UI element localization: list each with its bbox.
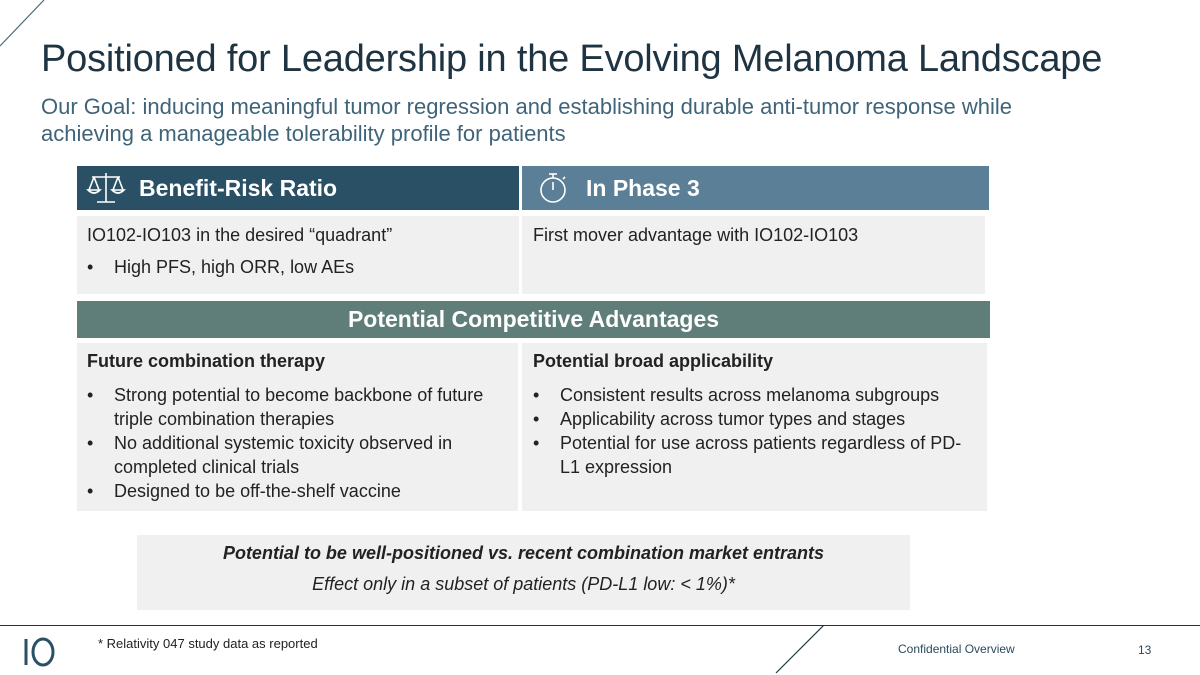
list-item: Potential for use across patients regard… <box>533 431 976 479</box>
page-subtitle: Our Goal: inducing meaningful tumor regr… <box>41 94 1012 146</box>
positioning-note-detail: Effect only in a subset of patients (PD-… <box>312 574 735 594</box>
broad-applicability-title: Potential broad applicability <box>533 351 774 371</box>
corner-decoration <box>0 0 45 47</box>
benefit-risk-panel: IO102-IO103 in the desired “quadrant” Hi… <box>77 216 519 294</box>
footer-divider <box>0 625 1200 626</box>
list-item: Strong potential to become backbone of f… <box>87 383 508 431</box>
stopwatch-icon <box>532 171 574 205</box>
phase3-heading: In Phase 3 <box>586 174 700 201</box>
positioning-note-panel: Potential to be well-positioned vs. rece… <box>137 535 910 610</box>
list-item: High PFS, high ORR, low AEs <box>87 255 509 279</box>
phase3-line: First mover advantage with IO102-IO103 <box>533 225 859 245</box>
broad-applicability-panel: Potential broad applicability Consistent… <box>522 343 987 511</box>
page-number: 13 <box>1138 643 1152 657</box>
list-item: Designed to be off-the-shelf vaccine <box>87 479 508 503</box>
scales-icon <box>85 171 127 205</box>
io-logo-icon <box>24 637 55 667</box>
advantages-header: Potential Competitive Advantages <box>77 301 990 338</box>
phase3-panel: First mover advantage with IO102-IO103 <box>522 216 985 294</box>
benefit-risk-bullets: High PFS, high ORR, low AEs <box>87 255 509 279</box>
broad-applicability-bullets: Consistent results across melanoma subgr… <box>533 383 976 479</box>
benefit-risk-header: Benefit-Risk Ratio <box>77 166 519 210</box>
list-item: No additional systemic toxicity observed… <box>87 431 508 479</box>
footnote: * Relativity 047 study data as reported <box>98 636 318 651</box>
positioning-note-headline: Potential to be well-positioned vs. rece… <box>222 543 825 563</box>
footer-label: Confidential Overview <box>898 642 1015 656</box>
benefit-risk-line: IO102-IO103 in the desired “quadrant” <box>87 225 393 245</box>
list-item: Consistent results across melanoma subgr… <box>533 383 976 407</box>
future-combination-panel: Future combination therapy Strong potent… <box>77 343 518 511</box>
future-combination-bullets: Strong potential to become backbone of f… <box>87 383 508 503</box>
page-title: Positioned for Leadership in the Evolvin… <box>41 38 1103 80</box>
benefit-risk-heading: Benefit-Risk Ratio <box>139 174 338 201</box>
list-item: Applicability across tumor types and sta… <box>533 407 976 431</box>
phase3-header: In Phase 3 <box>522 166 989 210</box>
future-combination-title: Future combination therapy <box>87 351 326 371</box>
footer-decoration <box>775 625 825 674</box>
